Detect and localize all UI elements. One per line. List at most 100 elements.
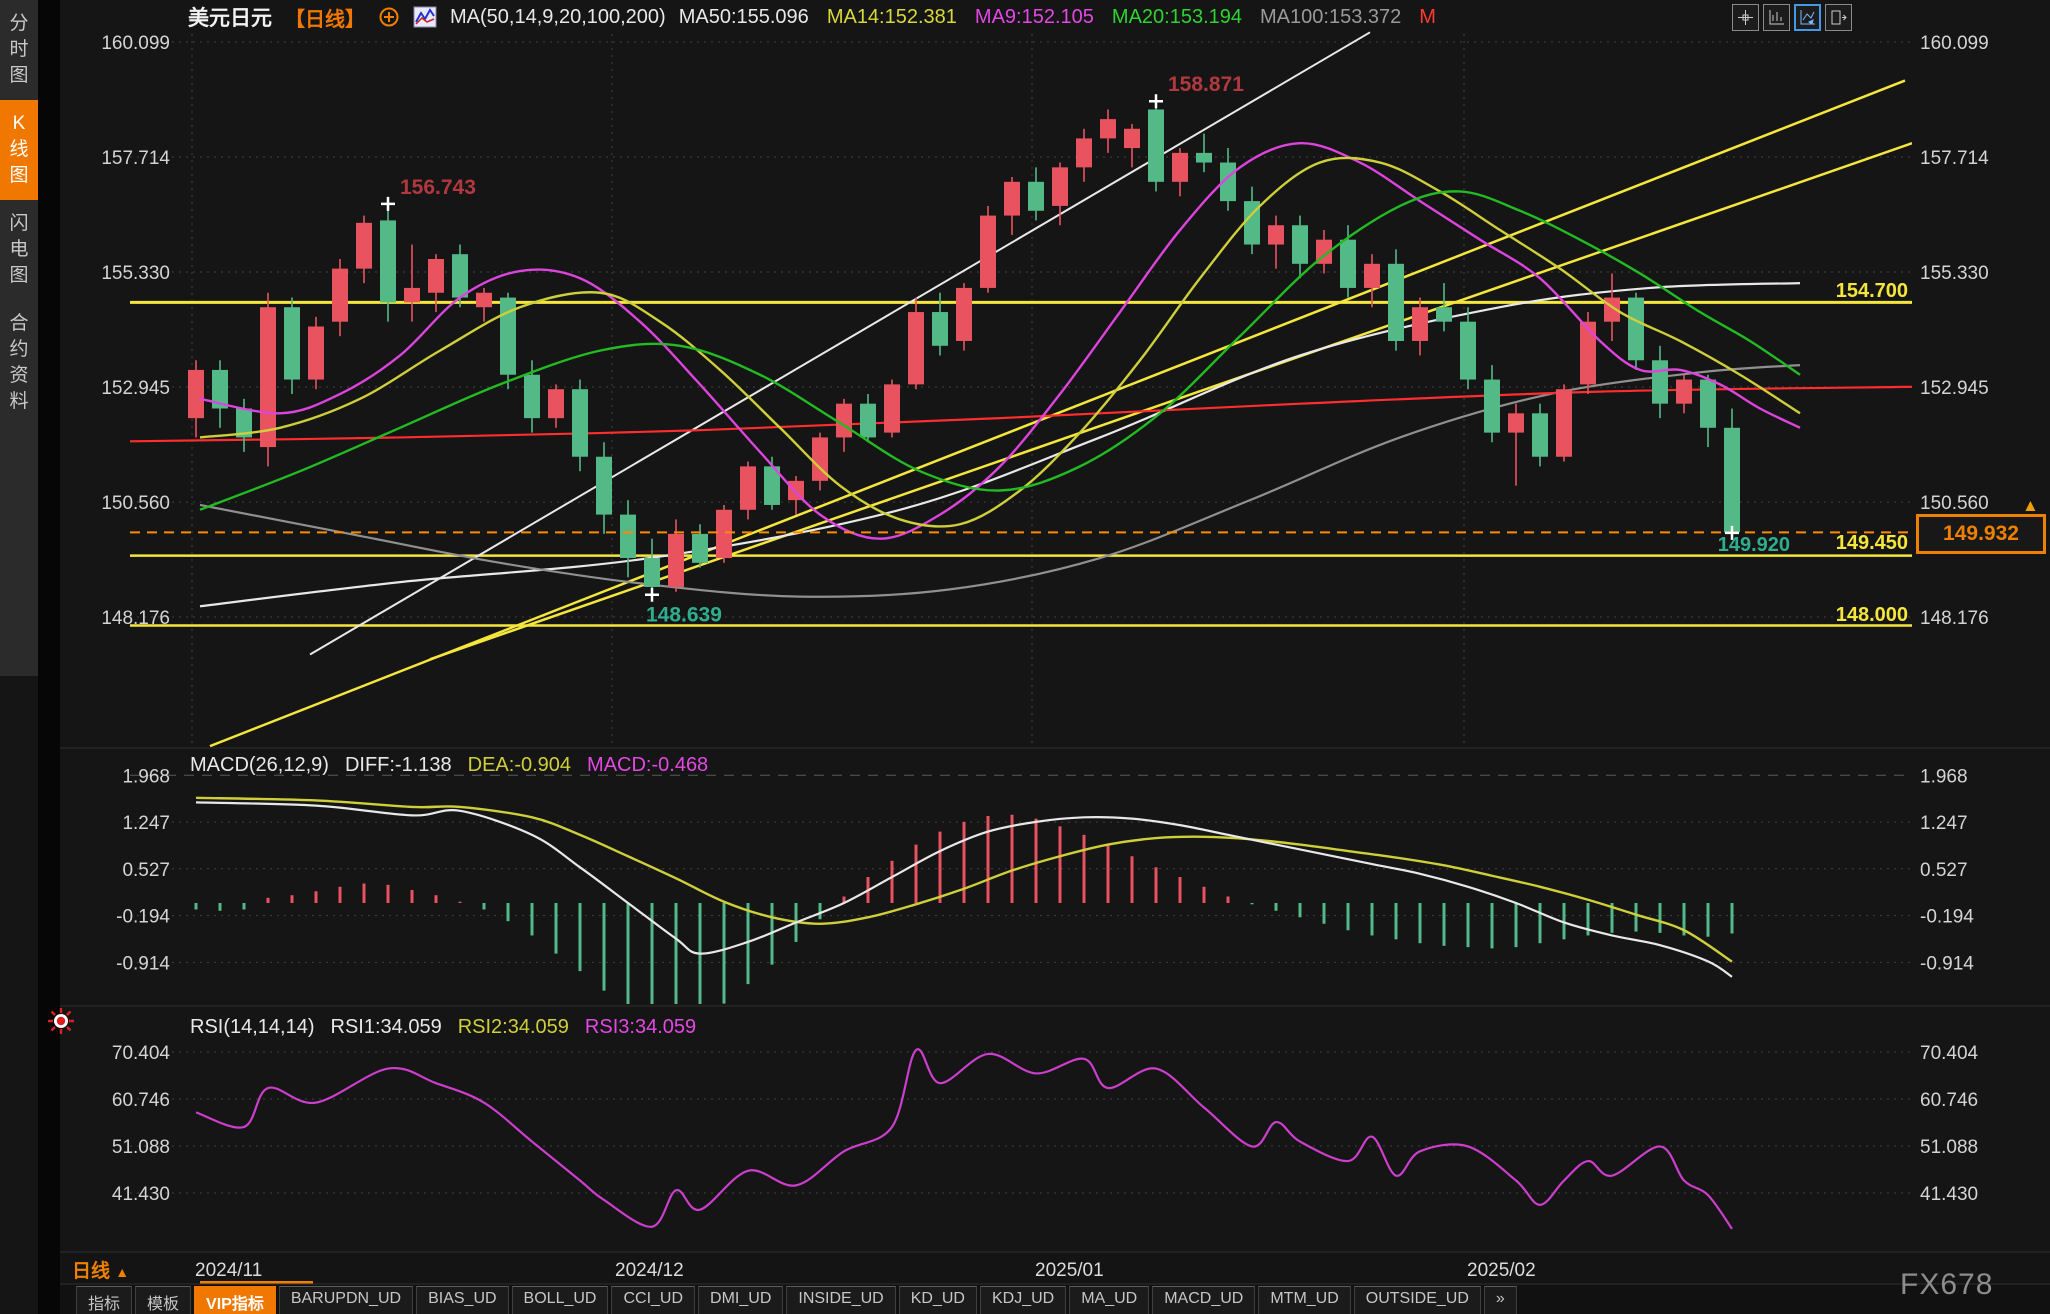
candle-body bbox=[1628, 297, 1644, 361]
price-annotation-2: 148.639 bbox=[646, 604, 722, 627]
candle-body bbox=[1724, 427, 1740, 533]
toolbar-tab-2[interactable]: VIP指标 bbox=[194, 1286, 276, 1314]
watermark: FX678 bbox=[1900, 1268, 1994, 1301]
extreme-cross-marker-1 bbox=[1149, 94, 1163, 109]
axes-chart-icon-button[interactable] bbox=[1763, 4, 1790, 31]
level-label-1: 149.450 bbox=[1836, 532, 1908, 554]
price-axis-label-right-4: 150.560 bbox=[1920, 493, 1989, 514]
panel-right-icon-button[interactable] bbox=[1825, 4, 1852, 31]
toolbar-tab-12[interactable]: MACD_UD bbox=[1152, 1286, 1256, 1314]
candle-body bbox=[1076, 138, 1092, 168]
candle-body bbox=[1268, 225, 1284, 245]
macd-axis-label-left-3: -0.194 bbox=[116, 907, 170, 928]
toolbar-tab-5[interactable]: BOLL_UD bbox=[511, 1286, 609, 1314]
x-axis-label-0: 2024/11 bbox=[195, 1260, 262, 1281]
sidebar-item-char: 时 bbox=[9, 39, 29, 60]
candle-body bbox=[572, 389, 588, 457]
ma9-line bbox=[199, 142, 1801, 540]
candle-body bbox=[1412, 307, 1428, 341]
x-axis-label-1: 2024/12 bbox=[615, 1260, 684, 1281]
candle-body bbox=[908, 312, 924, 385]
candle-body bbox=[1004, 181, 1020, 216]
candle-body bbox=[740, 466, 756, 510]
pointer-chart-icon-button[interactable] bbox=[1794, 4, 1821, 31]
macd-panel bbox=[194, 796, 1734, 1004]
extreme-cross-marker-0 bbox=[381, 196, 395, 211]
sidebar-item-char: 分 bbox=[9, 13, 29, 34]
ma20-line bbox=[199, 190, 1801, 511]
x-axis-label-2: 2025/01 bbox=[1035, 1260, 1104, 1281]
candle-body bbox=[1028, 181, 1044, 211]
last-price-value: 149.932 bbox=[1943, 522, 2019, 545]
rsi-panel bbox=[195, 1048, 1733, 1230]
sidebar-item-char: 资 bbox=[9, 365, 29, 386]
candle-body bbox=[668, 533, 684, 587]
toolbar-tab-7[interactable]: DMI_UD bbox=[698, 1286, 784, 1314]
rsi-axis-label-left-0: 70.404 bbox=[112, 1043, 171, 1064]
rsi-axis-label-left-3: 41.430 bbox=[112, 1184, 170, 1205]
candle-body bbox=[1124, 128, 1140, 149]
macd-axis-label-right-3: -0.194 bbox=[1920, 907, 1974, 928]
toolbar-tab-4[interactable]: BIAS_UD bbox=[416, 1286, 509, 1314]
macd-hdr-item-2: DEA:-0.904 bbox=[467, 754, 572, 776]
toolbar-tab-11[interactable]: MA_UD bbox=[1069, 1286, 1150, 1314]
toolbar-tab-15[interactable]: » bbox=[1483, 1286, 1517, 1314]
candle-body bbox=[1676, 379, 1692, 404]
circle-plus-icon[interactable] bbox=[378, 6, 400, 28]
rsi-axis-label-right-0: 70.404 bbox=[1920, 1043, 1979, 1064]
sidebar-item-char: 电 bbox=[9, 239, 29, 260]
price-axis-label-right-1: 157.714 bbox=[1920, 148, 1989, 169]
candle-body bbox=[1364, 263, 1380, 288]
scroll-thumb[interactable] bbox=[200, 1281, 313, 1284]
sidebar-divider bbox=[38, 0, 60, 1314]
candle-body bbox=[1508, 413, 1524, 433]
macd-axis-label-left-1: 1.247 bbox=[122, 813, 170, 834]
sidebar-item-char: 闪 bbox=[9, 213, 29, 234]
chart-thumbnail-icon[interactable] bbox=[413, 6, 437, 28]
candle-body bbox=[476, 292, 492, 308]
crosshair-icon-button[interactable] bbox=[1732, 4, 1759, 31]
toolbar-tab-14[interactable]: OUTSIDE_UD bbox=[1353, 1286, 1481, 1314]
period-tag: 【日线】 bbox=[285, 8, 365, 31]
toolbar-tab-13[interactable]: MTM_UD bbox=[1258, 1286, 1351, 1314]
toolbar-tab-10[interactable]: KDJ_UD bbox=[979, 1286, 1067, 1314]
candle-body bbox=[596, 456, 612, 515]
sidebar-item-0[interactable]: 分时图 bbox=[0, 0, 38, 100]
toolbar-tab-0[interactable]: 指标 bbox=[76, 1286, 133, 1314]
candle-body bbox=[644, 558, 660, 587]
macd-hdr-item-0: MACD(26,12,9) bbox=[190, 754, 329, 776]
toolbar-tab-1[interactable]: 模板 bbox=[135, 1286, 192, 1314]
sidebar-item-char: 约 bbox=[9, 339, 29, 360]
candle-body bbox=[1484, 379, 1500, 433]
sidebar-item-2[interactable]: 闪电图 bbox=[0, 200, 38, 300]
extreme-cross-marker-2 bbox=[645, 587, 659, 602]
ma-legend-item-3: MA20:153.194 bbox=[1111, 5, 1243, 28]
candle-body bbox=[284, 307, 300, 380]
trendline-2 bbox=[309, 31, 1371, 656]
price-annotation-1: 158.871 bbox=[1168, 73, 1244, 96]
chart-plot-area[interactable] bbox=[130, 30, 1912, 1252]
candle-body bbox=[332, 268, 348, 322]
level-label-0: 154.700 bbox=[1836, 280, 1908, 302]
candle-body bbox=[1556, 389, 1572, 457]
toolbar-tab-8[interactable]: INSIDE_UD bbox=[786, 1286, 896, 1314]
toolbar-tab-9[interactable]: KD_UD bbox=[898, 1286, 977, 1314]
rsi-panel-header: RSI(14,14,14) RSI1:34.059 RSI2:34.059 RSI3:… bbox=[190, 1016, 696, 1039]
toolbar-tab-3[interactable]: BARUPDN_UD bbox=[278, 1286, 414, 1314]
candle-body bbox=[1052, 167, 1068, 206]
candle-body bbox=[1532, 413, 1548, 457]
candle-body bbox=[620, 514, 636, 559]
price-axis-label-left-4: 150.560 bbox=[101, 493, 170, 514]
ma-legend-item-4: MA100:153.372 bbox=[1260, 5, 1402, 28]
candle-body bbox=[956, 287, 972, 341]
macd-hdr-item-3: MACD:-0.468 bbox=[587, 754, 709, 776]
period-selector[interactable]: 日线 ▲ bbox=[72, 1256, 129, 1283]
ma-legend: MA50:155.096 MA14:152.381 MA9:152.105 MA20:… bbox=[679, 6, 1436, 29]
sidebar-item-3[interactable]: 合约资料 bbox=[0, 300, 38, 426]
toolbar-tab-6[interactable]: CCI_UD bbox=[611, 1286, 696, 1314]
price-up-arrow-icon: ▲ bbox=[2022, 496, 2039, 515]
date-axis-row bbox=[60, 1254, 2050, 1284]
